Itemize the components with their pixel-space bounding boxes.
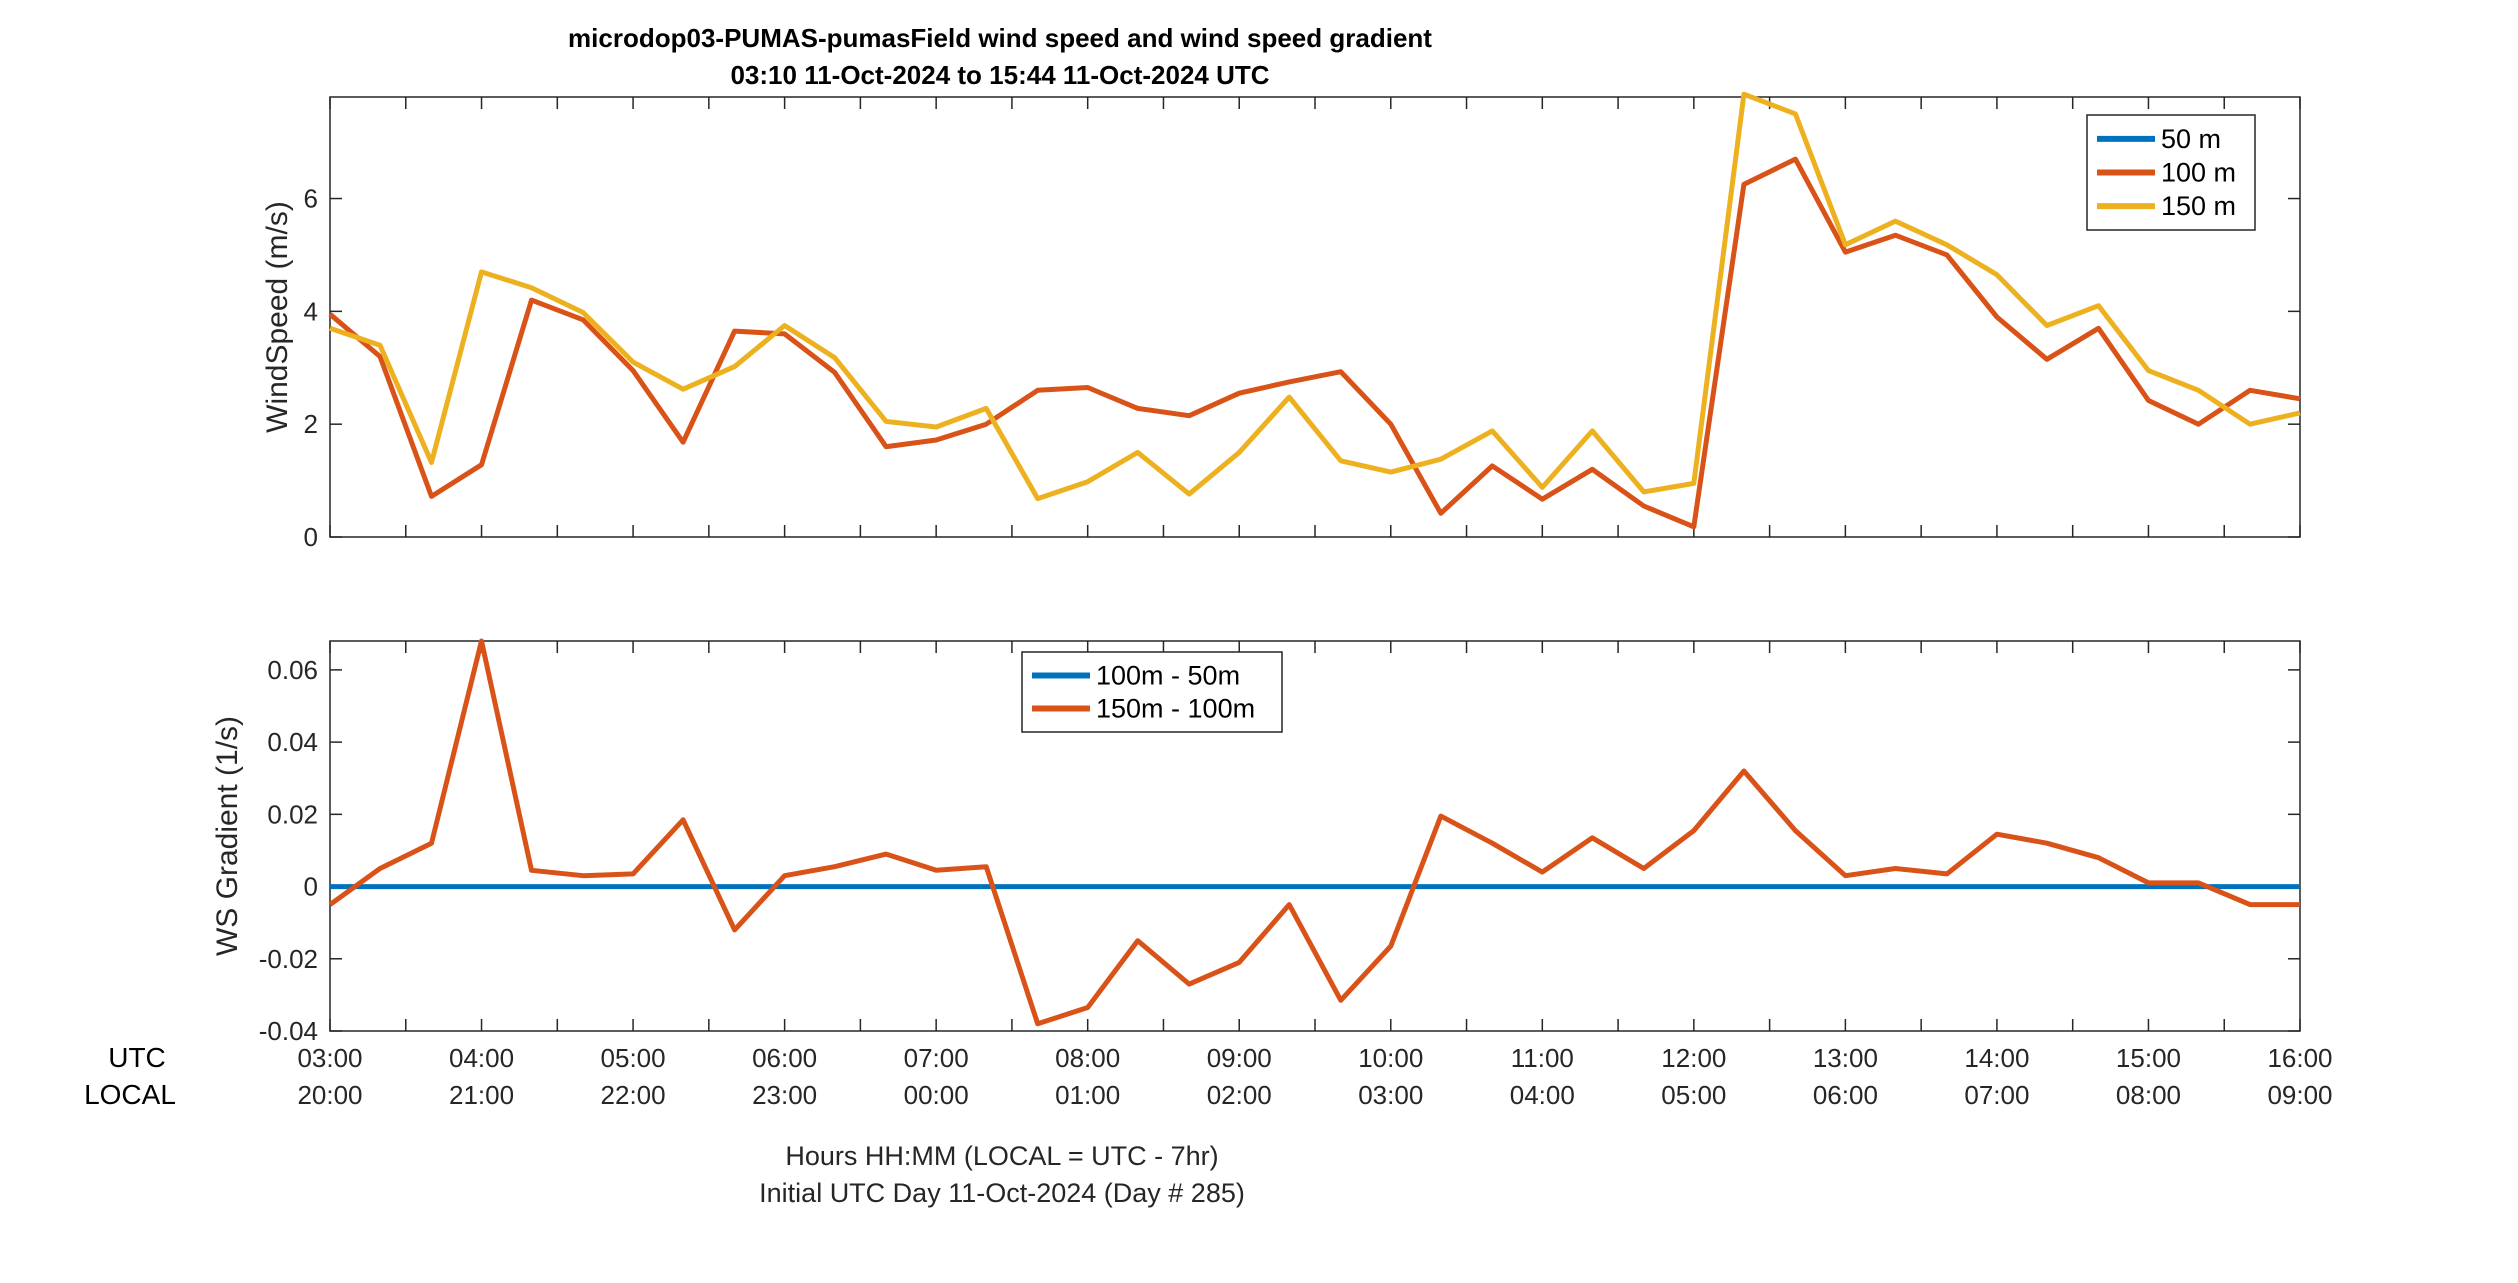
y-tick-label: 6 bbox=[304, 184, 318, 214]
local-row-label: LOCAL bbox=[84, 1079, 176, 1110]
x-tick-label-local: 09:00 bbox=[2267, 1080, 2332, 1110]
x-tick-label-utc: 05:00 bbox=[601, 1043, 666, 1073]
x-tick-label-local: 21:00 bbox=[449, 1080, 514, 1110]
chart-subtitle: 03:10 11-Oct-2024 to 15:44 11-Oct-2024 U… bbox=[730, 60, 1269, 90]
y-tick-label: 0.02 bbox=[267, 799, 318, 829]
x-tick-label-utc: 09:00 bbox=[1207, 1043, 1272, 1073]
x-tick-label-local: 07:00 bbox=[1964, 1080, 2029, 1110]
windspeed-axes-box bbox=[329, 96, 2301, 538]
x-tick-label-utc: 14:00 bbox=[1964, 1043, 2029, 1073]
x-tick-label-local: 06:00 bbox=[1813, 1080, 1878, 1110]
y-tick-label: 0.06 bbox=[267, 655, 318, 685]
series-line-150m-100m bbox=[328, 638, 2300, 1027]
series-line-150m bbox=[329, 91, 2301, 502]
x-tick-label-utc: 12:00 bbox=[1661, 1043, 1726, 1073]
chart-title: microdop03-PUMAS-pumasField wind speed a… bbox=[568, 23, 1432, 53]
gradient-panel: WS Gradient (1/s) -0.04 -0.02 0 0.02 0.04 0.0… bbox=[211, 638, 2301, 1046]
gradient-axes-box bbox=[329, 640, 2301, 1032]
y-tick-label: 4 bbox=[304, 296, 318, 326]
x-tick-label-local: 23:00 bbox=[752, 1080, 817, 1110]
x-tick-label-utc: 08:00 bbox=[1055, 1043, 1120, 1073]
y-tick-label: 0 bbox=[304, 522, 318, 552]
x-tick-label-local: 22:00 bbox=[601, 1080, 666, 1110]
legend-box bbox=[1021, 651, 1283, 733]
x-axis-labels: UTC LOCAL 03:00 20:00 04:00 21:00 05:00 22:00… bbox=[84, 1042, 2332, 1110]
x-tick-label-local: 00:00 bbox=[904, 1080, 969, 1110]
legend-label: 100 m bbox=[2161, 158, 2236, 188]
legend-label: 50 m bbox=[2161, 124, 2221, 154]
x-tick-label-local: 05:00 bbox=[1661, 1080, 1726, 1110]
y-tick-label: -0.04 bbox=[259, 1016, 318, 1046]
legend-label: 100m - 50m bbox=[1096, 661, 1240, 691]
x-tick-label-local: 08:00 bbox=[2116, 1080, 2181, 1110]
x-tick-label-utc: 15:00 bbox=[2116, 1043, 2181, 1073]
x-tick-label-utc: 16:00 bbox=[2267, 1043, 2332, 1073]
y-tick-label: 2 bbox=[304, 409, 318, 439]
x-tick-label-local: 02:00 bbox=[1207, 1080, 1272, 1110]
x-tick-label-local: 03:00 bbox=[1358, 1080, 1423, 1110]
x-axis-label: Hours HH:MM (LOCAL = UTC - 7hr) bbox=[785, 1141, 1218, 1171]
x-tick-label-local: 20:00 bbox=[297, 1080, 362, 1110]
x-tick-label-utc: 11:00 bbox=[1511, 1043, 1574, 1073]
utc-row-label: UTC bbox=[108, 1042, 166, 1073]
y-tick-label: 0.04 bbox=[267, 727, 318, 757]
x-tick-label-utc: 10:00 bbox=[1358, 1043, 1423, 1073]
y-tick-label: -0.02 bbox=[259, 944, 318, 974]
x-axis-sublabel: Initial UTC Day 11-Oct-2024 (Day # 285) bbox=[759, 1178, 1245, 1208]
x-tick-label-local: 04:00 bbox=[1510, 1080, 1575, 1110]
windspeed-ylabel: WindSpeed (m/s) bbox=[261, 201, 294, 433]
legend-label: 150m - 100m bbox=[1096, 694, 1255, 724]
x-tick-label-local: 01:00 bbox=[1055, 1080, 1120, 1110]
gradient-ylabel: WS Gradient (1/s) bbox=[211, 716, 244, 956]
x-tick-label-utc: 07:00 bbox=[904, 1043, 969, 1073]
y-tick-label: 0 bbox=[304, 872, 318, 902]
series-line-100m bbox=[328, 156, 2301, 530]
legend-label: 150 m bbox=[2161, 191, 2236, 221]
x-tick-label-utc: 03:00 bbox=[297, 1043, 362, 1073]
x-tick-label-utc: 04:00 bbox=[449, 1043, 514, 1073]
x-tick-label-utc: 13:00 bbox=[1813, 1043, 1878, 1073]
x-tick-label-utc: 06:00 bbox=[752, 1043, 817, 1073]
